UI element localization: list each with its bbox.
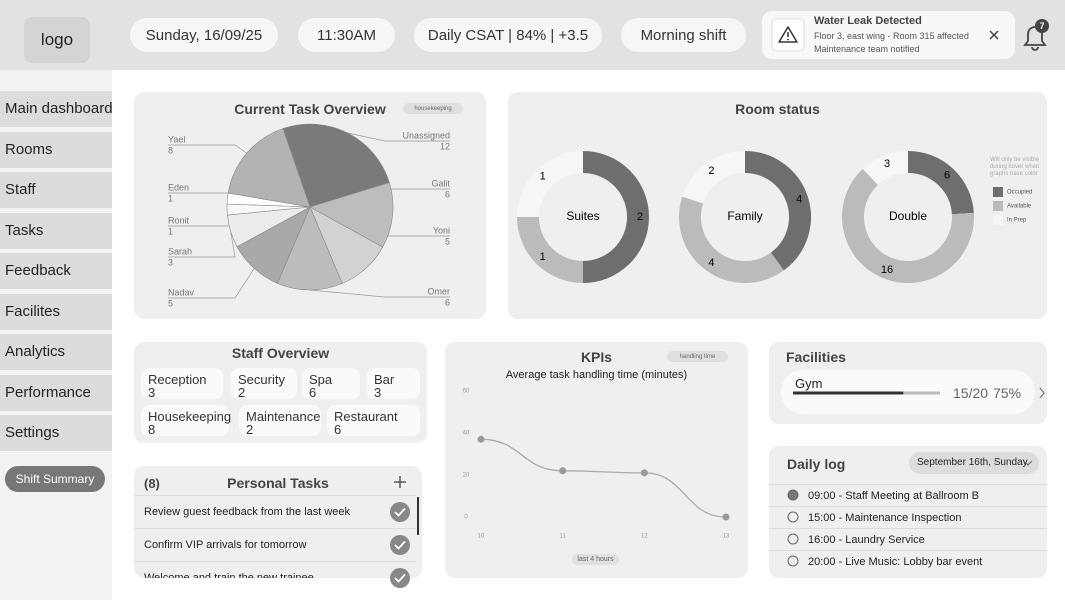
task-row[interactable]: Confirm VIP arrivals for tomorrow — [134, 528, 416, 561]
shift-pill[interactable]: Morning shift — [621, 18, 746, 52]
card-title: Daily log — [787, 456, 846, 472]
role-name: Restaurant — [334, 409, 398, 424]
role-count: 2 — [238, 385, 246, 400]
filter-pill[interactable]: handling time — [667, 351, 728, 362]
nav-item[interactable]: Settings — [0, 415, 112, 451]
role-count: 6 — [334, 422, 342, 437]
role-count: 8 — [148, 422, 156, 437]
role-name: Maintenance — [246, 409, 321, 424]
role-count: 2 — [246, 422, 254, 437]
card-title: Current Task Overview — [134, 101, 486, 117]
alert-line: Floor 3, east wing - Room 315 affected — [814, 31, 969, 41]
role-name: Spa — [309, 372, 333, 387]
log-entry: 15:00 - Maintenance Inspection — [769, 506, 1047, 528]
role-name: Security — [238, 372, 285, 387]
nav-item[interactable]: Analytics — [0, 334, 112, 370]
role-count: 6 — [309, 385, 317, 400]
alert-line: Maintenance team notified — [814, 44, 920, 54]
facility-percent: 75% — [993, 385, 1022, 401]
task-list: Review guest feedback from the last week… — [134, 495, 422, 578]
personal-tasks-card: (8) Personal Tasks Review guest feedback… — [134, 466, 422, 578]
card-title: Facilities — [786, 349, 846, 365]
logo: logo — [24, 17, 90, 63]
role-name: Housekeeping — [148, 409, 232, 424]
staff-chip[interactable]: Security 2 — [231, 368, 297, 399]
staff-chip[interactable]: Reception 3 — [141, 368, 223, 399]
staff-chip[interactable]: Housekeeping 8 — [141, 405, 232, 437]
role-count: 3 — [148, 385, 156, 400]
csat-pill: Daily CSAT | 84% | +3.5 — [414, 18, 602, 52]
role-count: 3 — [374, 385, 382, 400]
staff-chip[interactable]: Restaurant 6 — [327, 405, 420, 436]
shift-summary-button[interactable]: Shift Summary — [5, 466, 105, 492]
nav-item[interactable]: Performance — [0, 374, 112, 411]
card-title: KPIs — [580, 349, 613, 365]
role-name: Bar — [374, 372, 395, 387]
task-row[interactable]: Welcome and train the new trainee — [134, 561, 416, 578]
card-title: Personal Tasks — [227, 475, 329, 491]
nav-item[interactable]: Facilites — [0, 293, 112, 330]
alert-title: Water Leak Detected — [814, 15, 922, 27]
task-count: (8) — [144, 476, 160, 491]
staff-chip[interactable]: Maintenance 2 — [239, 405, 321, 436]
time-pill: 11:30AM — [298, 18, 395, 52]
range-pill[interactable]: last 4 hours — [572, 554, 619, 565]
staff-chip[interactable]: Spa 6 — [302, 368, 360, 399]
task-overview-card — [134, 92, 486, 319]
date-selector[interactable]: September 16th, Sunday — [909, 452, 1039, 474]
log-entry: 09:00 - Staff Meeting at Ballroom B — [769, 484, 1047, 506]
nav-item[interactable]: Staff — [0, 172, 112, 208]
filter-pill[interactable]: housekeeping — [403, 103, 463, 114]
card-title: Room status — [735, 101, 820, 117]
legend-note: Will only be visible during hover when g… — [990, 157, 1040, 177]
card-title-text: Current Task Overview — [234, 101, 386, 117]
staff-chip[interactable]: Bar 3 — [367, 368, 420, 399]
task-row[interactable]: Review guest feedback from the last week — [134, 495, 416, 528]
nav-item[interactable]: Tasks — [0, 212, 112, 249]
log-entry: 20:00 - Live Music: Lobby bar event — [769, 550, 1047, 572]
nav-item[interactable]: Rooms — [0, 131, 112, 168]
facility-occupancy: 15/20 — [953, 385, 989, 401]
nav-item[interactable]: Main dashboard — [0, 91, 113, 127]
date-pill: Sunday, 16/09/25 — [130, 18, 278, 52]
card-title: Staff Overview — [231, 345, 330, 361]
role-name: Reception — [148, 372, 207, 387]
nav-item[interactable]: Feedback — [0, 253, 112, 289]
room-status-card — [508, 92, 1047, 319]
chart-subtitle: Average task handling time (minutes) — [505, 369, 688, 381]
log-entry: 16:00 - Laundry Service — [769, 528, 1047, 550]
facility-name: Gym — [795, 376, 823, 391]
